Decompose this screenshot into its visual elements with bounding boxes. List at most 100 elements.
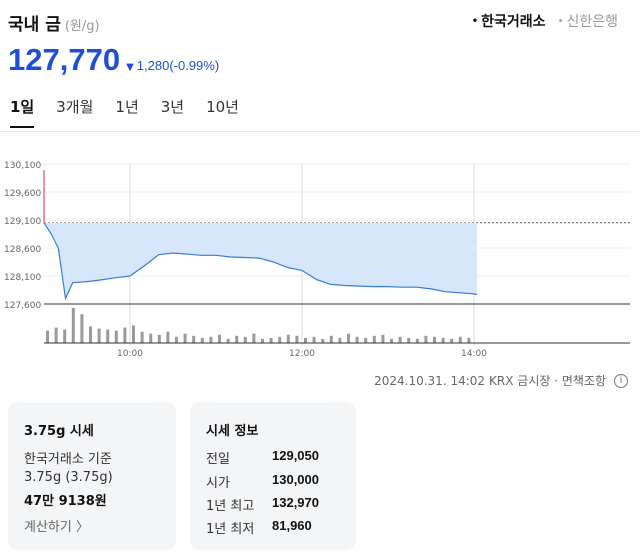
price-info-card: 시세 정보 전일 129,050 시가 130,000 1년 최고 132,97…	[190, 402, 356, 550]
source-tabs: • 한국거래소 • 신한은행	[472, 11, 618, 31]
volume-bar	[329, 335, 333, 343]
source-tab-krx[interactable]: • 한국거래소	[472, 11, 546, 31]
volume-bar	[278, 336, 282, 343]
volume-bar	[114, 330, 118, 343]
tabs-divider	[0, 131, 640, 132]
y-tick-label: 127,600	[4, 301, 41, 311]
chart-timestamp: 2024.10.31. 14:02	[374, 373, 486, 388]
price-area	[44, 222, 477, 299]
info-label: 전일	[206, 452, 230, 467]
volume-bar	[261, 338, 264, 343]
volume-bar	[226, 338, 230, 343]
info-value: 132,970	[272, 495, 319, 510]
info-icon[interactable]: i	[614, 373, 628, 388]
volume-bar	[467, 337, 471, 343]
volume-bar	[441, 337, 445, 343]
volume-bar	[149, 333, 153, 343]
volume-bar	[63, 329, 67, 343]
source-tab-shinhan[interactable]: • 신한은행	[558, 11, 618, 31]
y-tick-label: 128,100	[4, 273, 41, 283]
page-title: 국내 금 (원/g)	[8, 10, 100, 35]
price-change: 1,280	[136, 58, 170, 73]
title-text: 국내 금	[8, 15, 61, 35]
volume-bar	[304, 337, 307, 343]
volume-bar	[97, 328, 101, 343]
volume-bar	[381, 334, 385, 343]
volume-bar	[252, 333, 256, 343]
x-tick-label: 14:00	[461, 349, 487, 359]
basis-text: 한국거래소 기준	[24, 452, 112, 467]
bullet-icon: •	[557, 16, 564, 27]
volume-bar	[372, 335, 376, 343]
tab-3months[interactable]: 3개월	[56, 98, 94, 116]
card-title: 3.75g 시세	[24, 424, 94, 439]
volume-bar	[433, 336, 436, 343]
source-tab-label: 한국거래소	[481, 14, 546, 30]
volume-bar	[450, 338, 454, 343]
info-value: 129,050	[272, 448, 319, 463]
volume-bar	[269, 337, 273, 343]
header: 국내 금 (원/g) • 한국거래소 • 신한은행	[8, 8, 632, 38]
info-row-low: 1년 최저 81,960	[206, 518, 312, 537]
volume-bar	[415, 338, 419, 343]
volume-bar	[355, 336, 359, 343]
volume-bar	[338, 337, 342, 343]
price-chart[interactable]: 130,100 129,600 129,100 128,600 128,100 127,6…	[0, 150, 640, 360]
y-tick-label: 129,600	[4, 189, 41, 199]
volume-bar	[200, 337, 204, 343]
volume-bar	[132, 325, 135, 343]
tab-10years[interactable]: 10년	[206, 98, 239, 116]
tab-1year[interactable]: 1년	[115, 98, 139, 116]
volume-bar	[166, 331, 170, 343]
info-label: 시가	[206, 476, 230, 491]
volume-bar	[364, 337, 368, 343]
volume-bar	[347, 333, 350, 343]
volume-bar	[46, 330, 49, 343]
x-tick-label: 12:00	[289, 349, 315, 359]
info-row-prev: 전일 129,050	[206, 448, 319, 467]
volume-bar	[183, 333, 187, 343]
volume-bar	[192, 335, 196, 343]
volume-bar	[390, 338, 393, 343]
y-tick-label: 128,600	[4, 245, 41, 255]
x-tick-label: 10:00	[117, 349, 143, 359]
current-price: 127,770	[8, 42, 121, 77]
card-title: 시세 정보	[206, 424, 259, 439]
price-line	[43, 222, 478, 301]
volume-bar	[175, 336, 178, 343]
volume-bar	[286, 334, 290, 343]
tab-3years[interactable]: 3년	[160, 98, 185, 116]
volume-bar	[157, 334, 161, 343]
price-change-percent: (-0.99%)	[169, 58, 220, 73]
chart-source-note[interactable]: KRX 금시장 · 면책조항	[489, 374, 606, 388]
volume-bar	[321, 338, 325, 343]
y-tick-label: 130,100	[4, 161, 41, 171]
chart-footer: 2024.10.31. 14:02 KRX 금시장 · 면책조항 i	[374, 372, 628, 389]
amount-text: 47만 9138원	[24, 494, 107, 509]
volume-bar	[424, 335, 428, 343]
volume-bar	[398, 336, 402, 343]
volume-bar	[123, 327, 127, 343]
volume-bar	[209, 336, 213, 343]
price-row: 127,770 ▼ 1,280 (-0.99%)	[8, 42, 219, 82]
tab-1day[interactable]: 1일	[10, 96, 35, 128]
volume-bar	[80, 314, 84, 343]
bullet-icon: •	[471, 16, 479, 27]
volume-bar	[295, 335, 299, 343]
market-price-card: 3.75g 시세 한국거래소 기준 3.75g (3.75g) 47만 9138…	[8, 402, 176, 550]
weight-text: 3.75g (3.75g)	[24, 470, 113, 485]
volume-bar	[140, 331, 144, 343]
calculate-link[interactable]: 계산하기 〉	[24, 520, 89, 535]
volume-bar	[71, 308, 75, 343]
info-value: 81,960	[272, 518, 312, 533]
volume-bar	[458, 336, 462, 343]
volume-bar	[89, 326, 92, 343]
volume-bar	[54, 327, 58, 343]
info-row-open: 시가 130,000	[206, 472, 319, 491]
unit-label: (원/g)	[64, 19, 100, 34]
info-value: 130,000	[272, 472, 319, 487]
source-tab-label: 신한은행	[566, 14, 618, 30]
y-tick-label: 129,100	[4, 217, 41, 227]
volume-bar	[243, 336, 247, 343]
volume-bar	[407, 337, 411, 343]
